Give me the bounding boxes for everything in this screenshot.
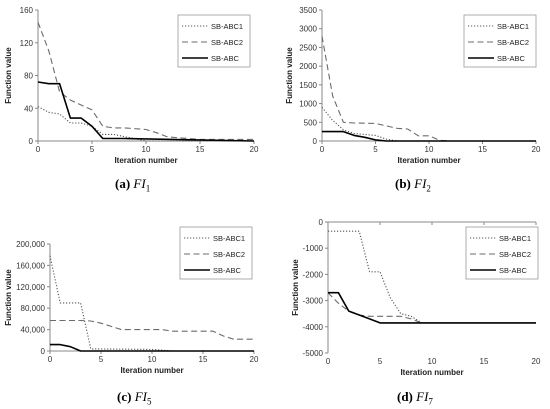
legend-entry: SB-ABC [211, 54, 240, 63]
x-tick-label: 20 [532, 357, 541, 366]
series-line-sb-abc [322, 130, 536, 142]
legend-entry: SB-ABC1 [213, 234, 245, 243]
y-tick-label: 120,000 [16, 283, 45, 292]
x-tick-label: 5 [99, 355, 104, 364]
legend-entry: SB-ABC2 [213, 250, 245, 259]
chart-b: 0 500 1000 1500 2000 2500 3000 3500 0 5 10 15 20 Iter… [285, 6, 541, 165]
series-line-sb-abc2 [327, 292, 536, 324]
x-tick-label: 15 [196, 145, 205, 154]
legend: SB-ABC1 SB-ABC2 SB-ABC [463, 14, 537, 68]
x-tick-label: 10 [142, 145, 151, 154]
legend-entry: SB-ABC [497, 54, 526, 63]
chart-d: -5000 -4000 -3000 -2000 -1000 0 0 5 10 15 20 Iterat… [291, 218, 541, 377]
y-tick-label: 3500 [299, 6, 317, 15]
x-tick-label: 20 [532, 145, 541, 154]
x-axis-label: Iteration number [120, 366, 183, 375]
x-tick-label: 0 [326, 357, 331, 366]
y-tick-label: 160,000 [16, 261, 45, 270]
chart-a: 0 40 80 120 160 0 5 10 15 20 Iteration number Funct… [4, 6, 259, 165]
x-tick-label: 10 [425, 145, 434, 154]
y-tick-label: -5000 [303, 349, 324, 358]
legend-entry: SB-ABC1 [497, 22, 529, 31]
x-tick-label: 10 [148, 355, 157, 364]
x-tick-label: 5 [373, 145, 378, 154]
x-tick-label: 0 [36, 145, 41, 154]
x-axis-label: Iteration number [397, 156, 460, 165]
series-line-sb-abc [50, 343, 254, 352]
x-tick-label: 0 [320, 145, 325, 154]
legend-entry: SB-ABC2 [499, 250, 531, 259]
y-tick-label: 0 [319, 218, 324, 227]
y-tick-label: 3000 [299, 25, 317, 34]
y-tick-label: 2000 [299, 62, 317, 71]
series-line-sb-abc1 [37, 106, 254, 142]
y-tick-label: 40 [24, 104, 33, 113]
caption-b: (b) FI2 [395, 176, 431, 194]
caption-d: (d) FI7 [397, 389, 433, 407]
legend: SB-ABC1 SB-ABC2 SB-ABC [179, 226, 253, 280]
y-tick-label: 1000 [299, 100, 317, 109]
legend-entry: SB-ABC2 [211, 38, 243, 47]
legend-entry: SB-ABC [213, 266, 242, 275]
x-tick-label: 5 [378, 357, 383, 366]
legend-entry: SB-ABC2 [497, 38, 529, 47]
series-line-sb-abc [328, 291, 536, 324]
legend: SB-ABC1 SB-ABC2 SB-ABC [465, 226, 539, 280]
x-axis-label: Iteration number [400, 368, 463, 377]
y-tick-label: 0 [29, 137, 34, 146]
caption-c: (c) FI5 [117, 389, 152, 407]
x-tick-label: 10 [428, 357, 437, 366]
x-tick-label: 5 [90, 145, 95, 154]
y-tick-label: 120 [20, 39, 34, 48]
y-tick-label: 500 [304, 118, 318, 127]
y-tick-label: 0 [41, 347, 46, 356]
y-tick-label: 160 [20, 6, 34, 15]
y-tick-label: 40,000 [21, 326, 46, 335]
y-tick-label: 80,000 [21, 304, 46, 313]
y-tick-label: -3000 [303, 297, 324, 306]
x-tick-label: 15 [480, 357, 489, 366]
y-tick-label: 80 [24, 72, 33, 81]
caption-a: (a) FI1 [115, 176, 151, 194]
y-axis-label: Function value [291, 259, 300, 316]
x-tick-label: 0 [48, 355, 53, 364]
y-axis-label: Function value [4, 269, 13, 326]
y-tick-label: 0 [313, 137, 318, 146]
x-axis-label: Iteration number [114, 156, 177, 165]
legend: SB-ABC1 SB-ABC2 SB-ABC [177, 14, 251, 68]
x-tick-label: 20 [250, 355, 259, 364]
x-tick-label: 15 [478, 145, 487, 154]
series-line-sb-abc2 [50, 319, 254, 340]
y-tick-label: 1500 [299, 81, 317, 90]
y-tick-label: -2000 [303, 270, 324, 279]
x-tick-label: 15 [199, 355, 208, 364]
y-axis-label: Function value [285, 47, 294, 104]
y-tick-label: -1000 [303, 244, 324, 253]
y-tick-label: -4000 [303, 323, 324, 332]
series-line-sb-abc [37, 81, 255, 142]
y-axis-label: Function value [4, 47, 13, 104]
chart-c: 0 40,000 80,000 120,000 160,000 200,000 0 5 10 15… [4, 226, 259, 375]
legend-entry: SB-ABC [499, 266, 528, 275]
legend-entry: SB-ABC1 [211, 22, 243, 31]
legend-entry: SB-ABC1 [499, 234, 531, 243]
y-tick-label: 200,000 [16, 240, 45, 249]
y-tick-label: 2500 [299, 43, 317, 52]
x-tick-label: 20 [250, 145, 259, 154]
